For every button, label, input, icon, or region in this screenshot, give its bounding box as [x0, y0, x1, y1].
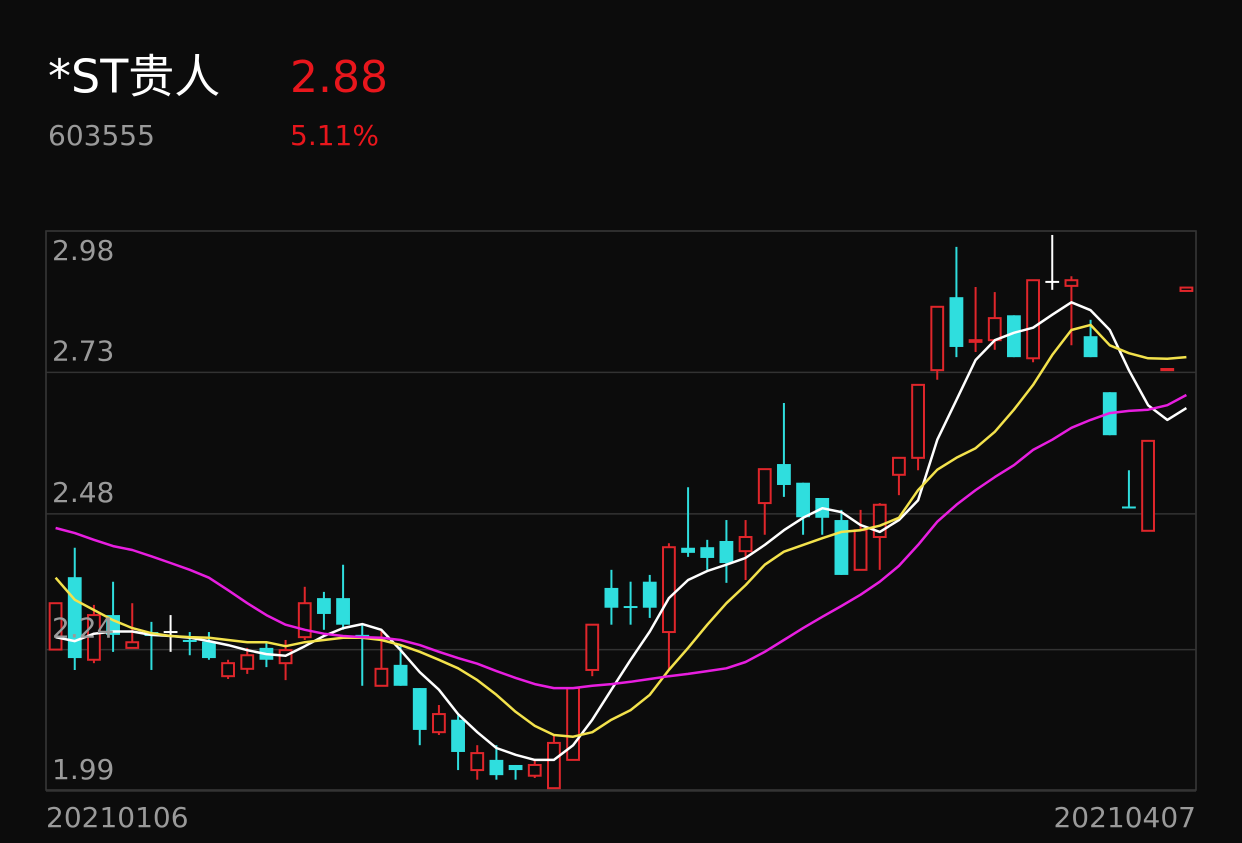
candle-body: [585, 623, 600, 671]
candle-body: [987, 317, 1002, 342]
stock-price: 2.88: [290, 52, 388, 103]
candle-body: [432, 713, 446, 734]
candle-body: [642, 581, 657, 608]
candle-body: [853, 529, 868, 571]
candle-body: [968, 339, 983, 343]
candle-body: [930, 305, 945, 372]
candle-body: [297, 602, 312, 639]
candle-body: [489, 759, 504, 776]
candle-body: [681, 547, 695, 553]
candle-body: [240, 654, 255, 670]
candle-body: [757, 468, 772, 505]
y-tick-label: 2.98: [52, 234, 114, 267]
candle-body: [374, 667, 389, 687]
candle-body: [700, 547, 715, 558]
x-tick-label: 20210407: [1053, 801, 1196, 834]
candle-body: [221, 662, 235, 678]
candle-body: [1007, 315, 1021, 358]
x-tick-label: 20210106: [46, 801, 189, 834]
candle-body: [336, 598, 350, 625]
candle-body: [393, 664, 408, 686]
candle-body: [1083, 336, 1098, 358]
candle-body: [911, 383, 925, 459]
candle-body: [738, 536, 753, 553]
candle-body: [604, 587, 619, 608]
candle-body: [1179, 286, 1194, 292]
candle-body: [719, 540, 734, 564]
candle-body: [623, 606, 638, 609]
moving-average-line: [55, 301, 1188, 762]
candle-body: [872, 503, 887, 539]
candle-body: [662, 546, 676, 634]
candles: [48, 234, 1194, 790]
price-change: 5.11%: [290, 119, 379, 152]
candle-body: [202, 641, 216, 659]
candle-body: [451, 719, 465, 752]
candle-body: [527, 763, 542, 777]
moving-averages: [54, 301, 1188, 762]
candle-body: [48, 602, 63, 651]
candle-body: [1026, 279, 1040, 360]
candle-body: [834, 520, 849, 575]
candle-body: [949, 297, 964, 347]
y-tick-label: 2.24: [52, 612, 114, 645]
y-tick-label: 2.48: [52, 476, 114, 509]
candle-body: [125, 641, 140, 649]
candle-body: [317, 598, 331, 614]
candle-body: [547, 741, 561, 790]
candle-body: [796, 482, 810, 518]
stock-name: *ST贵人: [48, 50, 220, 104]
candle-body: [777, 464, 791, 485]
candle-body: [1141, 439, 1155, 532]
candle-body: [892, 456, 906, 476]
y-tick-label: 1.99: [52, 753, 114, 786]
candle-body: [412, 688, 427, 730]
moving-average-line: [55, 393, 1187, 690]
candle-body: [87, 614, 101, 661]
labels: 2.98 2.73 2.48 2.24 1.99 20210106 20210407: [46, 234, 1196, 834]
candle-body: [182, 639, 197, 642]
y-tick-label: 2.73: [52, 334, 114, 367]
candle-body: [106, 615, 120, 635]
candle-body: [508, 764, 523, 771]
candle-body: [1122, 506, 1136, 509]
stock-code: 603555: [48, 119, 155, 152]
candle-body: [1160, 368, 1175, 372]
candle-body: [1064, 279, 1079, 287]
grid: [46, 230, 1196, 792]
moving-average-line: [54, 323, 1187, 738]
candle-body: [470, 752, 485, 772]
